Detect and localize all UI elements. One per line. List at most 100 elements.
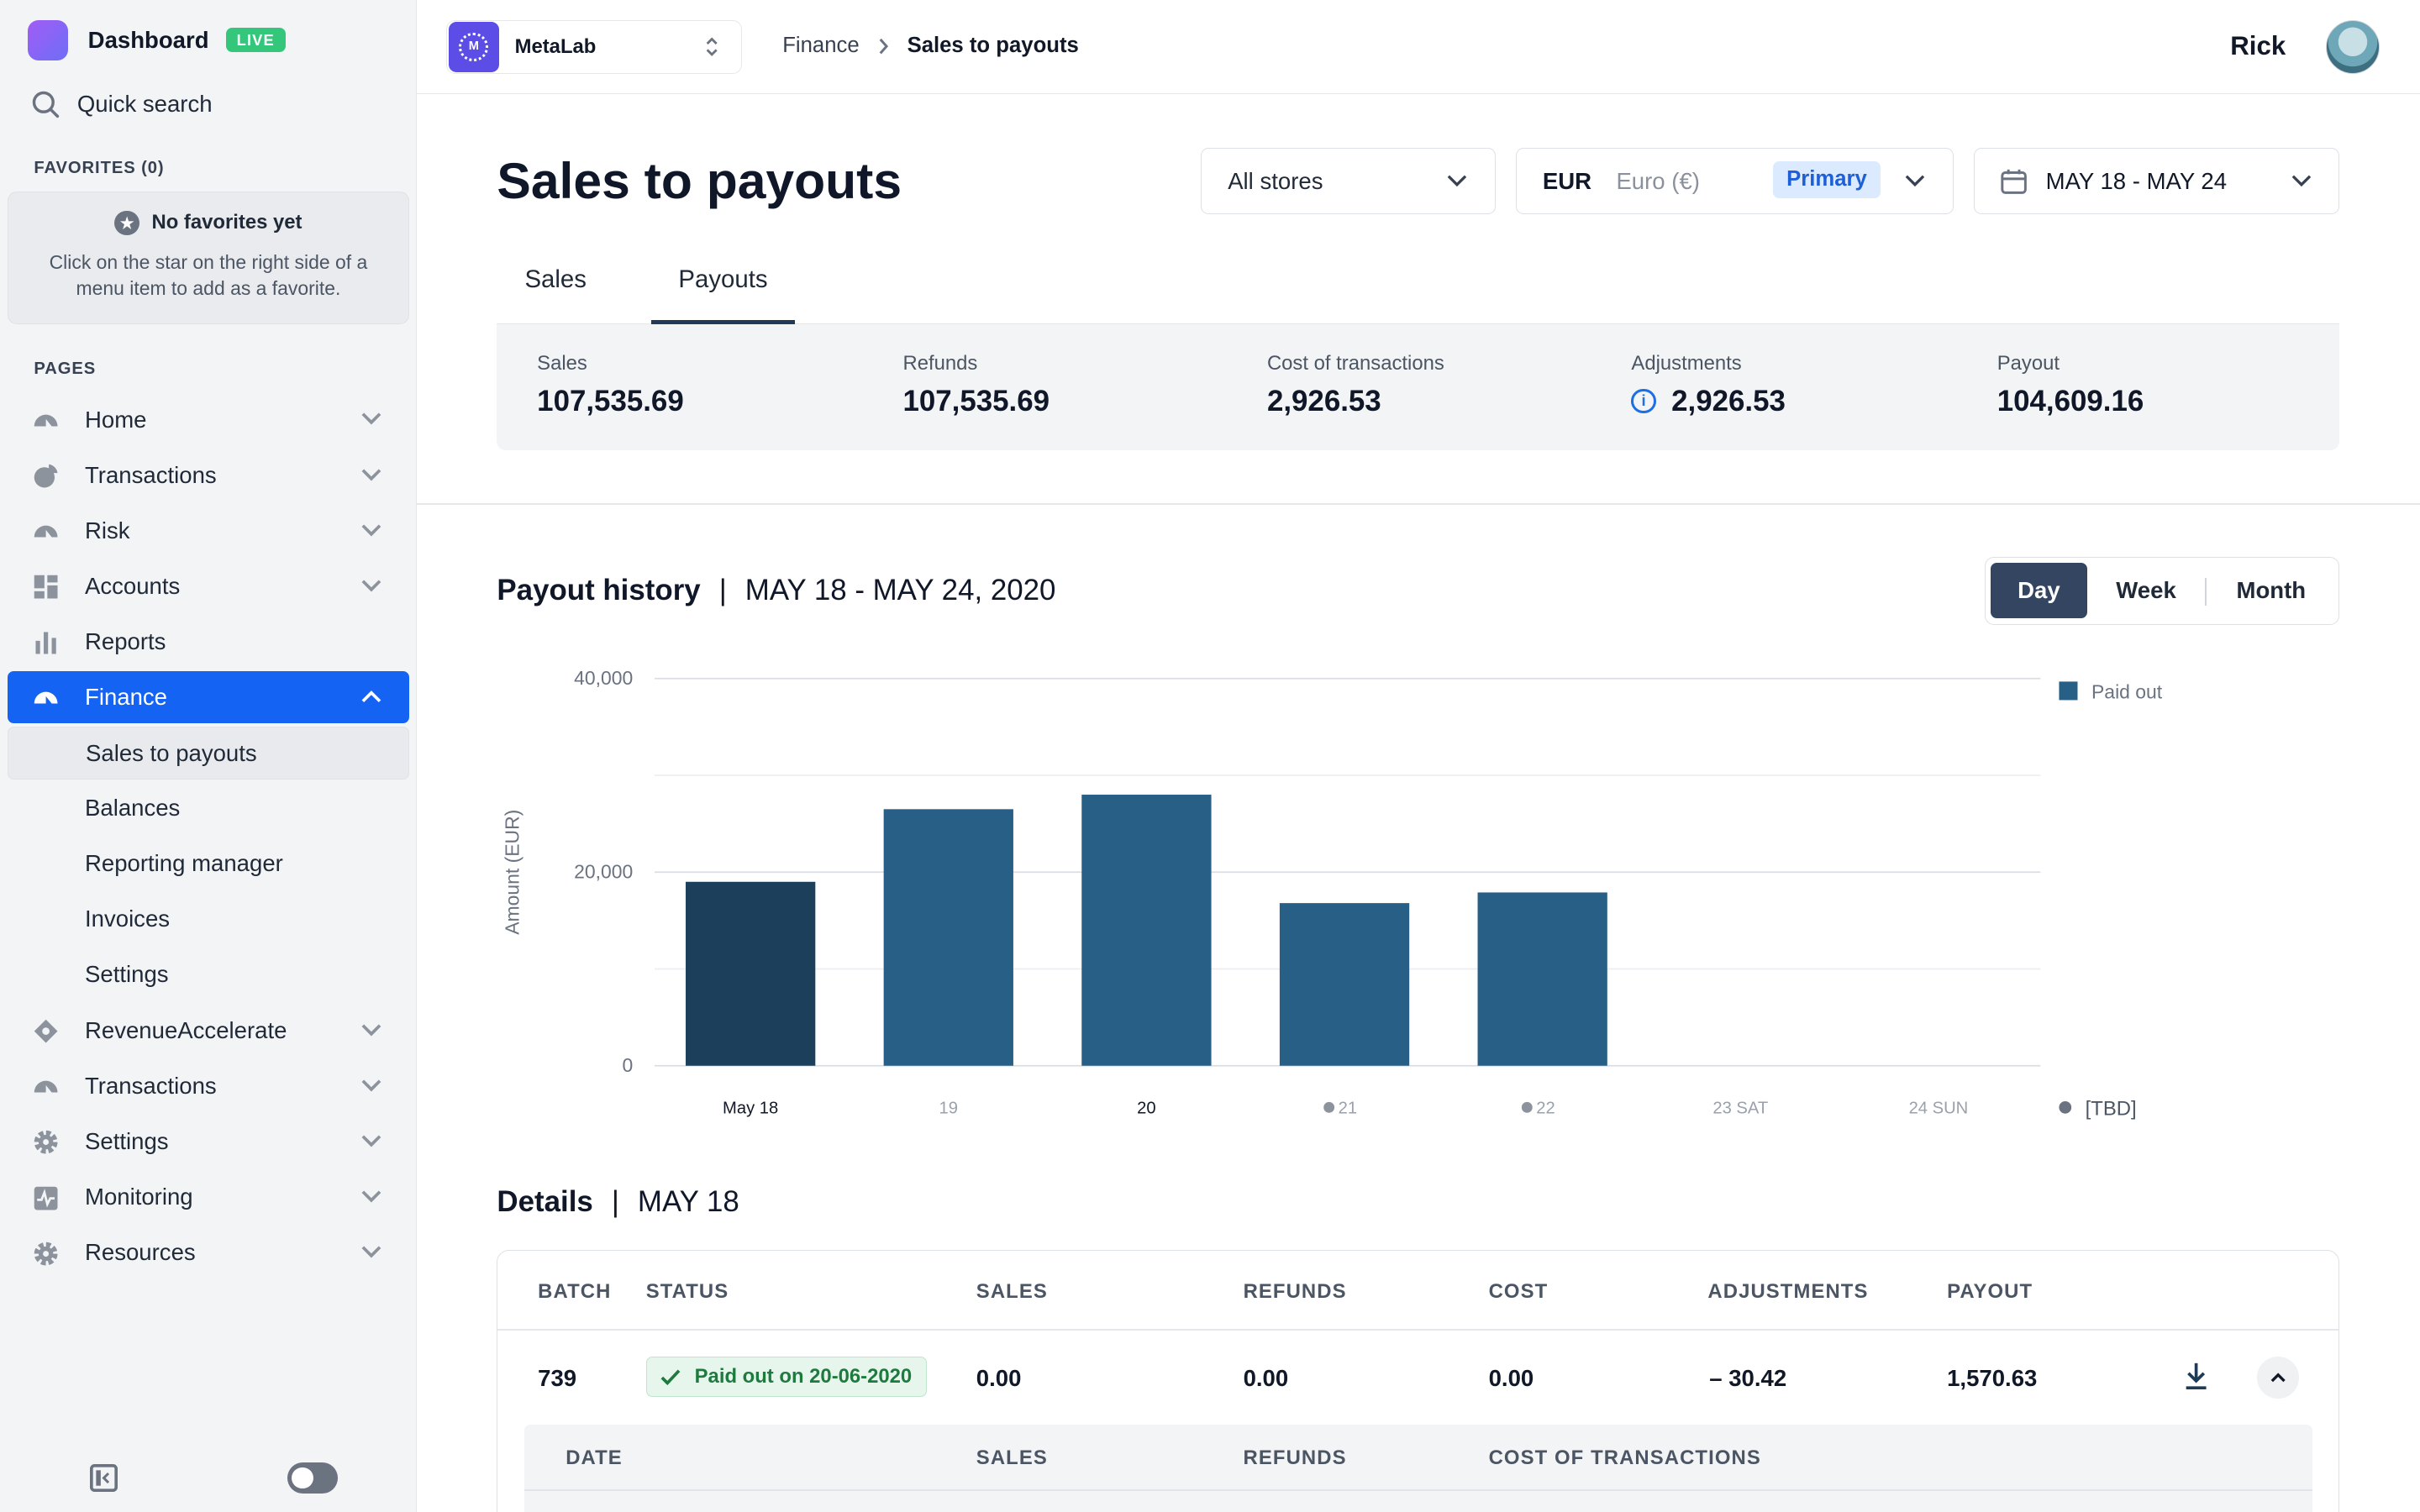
- favorites-empty-title: No favorites yet: [151, 211, 302, 234]
- bar: [883, 809, 1013, 1067]
- sidebar-subitem-invoices[interactable]: Invoices: [8, 893, 409, 945]
- granularity-day-button[interactable]: Day: [1990, 562, 2088, 618]
- sidebar-subitem-settings[interactable]: Settings: [8, 949, 409, 1001]
- sidebar-item-accounts[interactable]: Accounts: [8, 560, 409, 612]
- sidebar-item-transactions[interactable]: Transactions: [8, 449, 409, 501]
- sidebar-item-settings[interactable]: Settings: [8, 1116, 409, 1168]
- chevron-down-icon: [1906, 175, 1925, 186]
- granularity-week-button[interactable]: Week: [2116, 576, 2176, 603]
- quick-search[interactable]: Quick search: [31, 90, 213, 119]
- brand[interactable]: Dashboard LIVE: [28, 19, 286, 60]
- stat-value: 107,535.69: [537, 384, 684, 417]
- bar: [1279, 903, 1409, 1067]
- stat-sales: Sales 107,535.69: [537, 352, 684, 418]
- sidebar-subitem-reporting-manager[interactable]: Reporting manager: [8, 837, 409, 890]
- sidebar-item-resources[interactable]: Resources: [8, 1226, 409, 1278]
- toggle-knob: [292, 1467, 313, 1489]
- x-tick-label: 19: [939, 1100, 957, 1118]
- gauge-icon: [34, 525, 58, 538]
- chevron-down-icon: [361, 1135, 381, 1147]
- y-axis-label: Amount (EUR): [501, 810, 523, 935]
- stat-adjustments: Adjustments i 2,926.53: [1631, 352, 1786, 418]
- column-header-payout: PAYOUT: [1947, 1279, 2033, 1303]
- date-range-value: MAY 18 - MAY 24: [2045, 167, 2228, 194]
- sidebar-item-transactions-2[interactable]: Transactions: [8, 1060, 409, 1112]
- sidebar-subitem-sales-to-payouts[interactable]: Sales to payouts: [8, 727, 409, 780]
- granularity-month-button[interactable]: Month: [2236, 576, 2307, 603]
- sidebar-item-finance[interactable]: Finance: [8, 670, 409, 724]
- cell-sales: 0.00: [976, 1364, 1022, 1391]
- gear-icon: [34, 1242, 58, 1266]
- info-icon[interactable]: i: [1631, 389, 1656, 414]
- avatar[interactable]: [2325, 19, 2381, 75]
- column-header-sales: SALES: [976, 1279, 1048, 1303]
- favorites-empty: ★ No favorites yet Click on the star on …: [8, 191, 409, 324]
- sidebar-item-risk[interactable]: Risk: [8, 505, 409, 557]
- sidebar-item-monitoring[interactable]: Monitoring: [8, 1171, 409, 1223]
- cell-cost: 0.00: [1488, 1364, 1534, 1391]
- user-name[interactable]: Rick: [2230, 30, 2286, 60]
- sidebar-subitem-balances[interactable]: Balances: [8, 782, 409, 834]
- legend-tbd-dot: [2059, 1101, 2071, 1115]
- payout-history-range: MAY 18 - MAY 24, 2020: [744, 574, 1056, 607]
- chevron-right-icon: [879, 38, 888, 55]
- cell-adjustments: – 30.42: [1709, 1364, 1787, 1391]
- sidebar-item-label: Risk: [85, 517, 130, 543]
- sidebar-item-reports[interactable]: Reports: [8, 616, 409, 668]
- sidebar-subitem-label: Reporting manager: [85, 850, 283, 877]
- cell-batch: 739: [538, 1364, 577, 1391]
- store-select[interactable]: All stores: [1200, 148, 1496, 215]
- quick-search-label: Quick search: [76, 90, 213, 117]
- subcolumn-header-refunds: REFUNDS: [1243, 1446, 1347, 1469]
- sidebar-item-label: RevenueAccelerate: [85, 1016, 287, 1043]
- chevron-down-icon: [361, 1024, 381, 1037]
- date-range-picker[interactable]: MAY 18 - MAY 24: [1974, 148, 2340, 215]
- chevron-down-icon: [361, 580, 381, 592]
- grid-icon: [34, 575, 58, 599]
- column-header-refunds: REFUNDS: [1243, 1279, 1347, 1303]
- sidebar-item-home[interactable]: Home: [8, 393, 409, 445]
- tab-payouts[interactable]: Payouts: [651, 265, 795, 324]
- stat-label: Sales: [537, 351, 587, 375]
- sidebar-subitem-label: Invoices: [85, 906, 171, 932]
- sidebar-item-revenueaccelerate[interactable]: RevenueAccelerate: [8, 1005, 409, 1057]
- sidebar-item-label: Transactions: [85, 461, 217, 488]
- details-date: MAY 18: [637, 1184, 739, 1218]
- legend-swatch: [2059, 681, 2078, 701]
- chevron-down-icon: [2291, 175, 2311, 186]
- currency-name: Euro (€): [1616, 167, 1700, 194]
- org-selector[interactable]: M MetaLab: [445, 19, 743, 75]
- segment-divider: [2204, 577, 2207, 606]
- stat-label: Adjustments: [1631, 351, 1742, 375]
- download-icon[interactable]: [2183, 1362, 2209, 1391]
- chevron-down-icon: [361, 412, 381, 425]
- subcolumn-header-cost-of-transactions: COST OF TRANSACTIONS: [1488, 1446, 1761, 1469]
- y-tick-label: 20,000: [574, 861, 633, 883]
- x-tick-label: 20: [1137, 1100, 1155, 1118]
- live-badge: LIVE: [225, 28, 286, 53]
- title-separator: |: [718, 574, 727, 607]
- stat-value: 107,535.69: [902, 384, 1050, 417]
- tab-sales[interactable]: Sales: [524, 265, 587, 293]
- payout-history-chart: 40,000 20,000 0 Amount (EUR) May 18 19 20 21 22 2…: [501, 668, 2162, 1121]
- sidebar-subitem-label: Sales to payouts: [86, 739, 257, 766]
- summary-panel: Sales 107,535.69 Refunds 107,535.69 Cost…: [497, 323, 2340, 451]
- details-title: Details | MAY 18: [497, 1185, 739, 1219]
- pages-label: PAGES: [34, 359, 97, 378]
- x-tick-label: 21: [1338, 1100, 1356, 1118]
- tbd-dot: [1323, 1102, 1334, 1114]
- stat-value: 104,609.16: [1996, 384, 2144, 417]
- search-icon: [32, 91, 59, 118]
- diamond-icon: [34, 1019, 58, 1043]
- theme-toggle[interactable]: [287, 1462, 339, 1494]
- sidebar: Dashboard LIVE Quick search FAVORITES (0…: [0, 0, 417, 1512]
- batch-breakdown-table: DATE SALES REFUNDS COST OF TRANSACTIONS: [523, 1425, 2313, 1512]
- collapse-sidebar-icon[interactable]: [89, 1464, 118, 1493]
- tbd-dot: [1521, 1102, 1533, 1114]
- currency-select[interactable]: EUR Euro (€) Primary: [1515, 148, 1954, 215]
- brand-logo: [28, 19, 68, 60]
- collapse-row-button[interactable]: [2257, 1357, 2299, 1399]
- breadcrumb-finance[interactable]: Finance: [782, 34, 860, 58]
- status-badge: Paid out on 20-06-2020: [645, 1357, 927, 1398]
- legend-label: [TBD]: [2085, 1098, 2136, 1121]
